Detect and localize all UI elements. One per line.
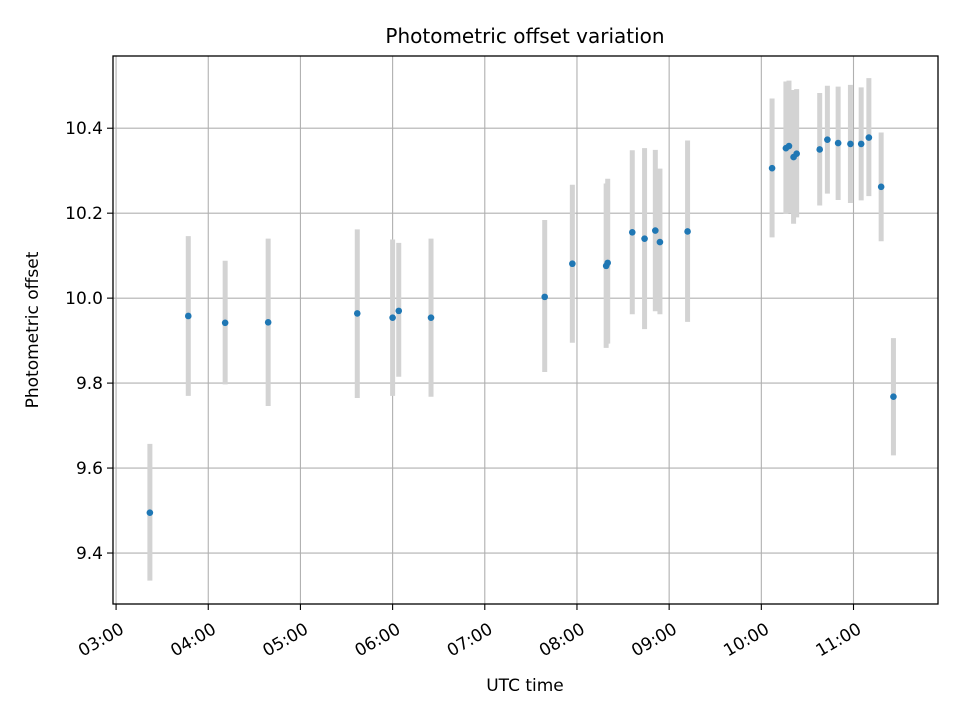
chart-title: Photometric offset variation [385,24,664,48]
data-point [652,227,659,234]
y-axis-label: Photometric offset [23,251,43,408]
data-point [427,314,435,321]
data-point [847,140,854,148]
data-point [541,293,549,301]
data-point [604,259,611,267]
y-tick-label: 10.4 [65,119,103,139]
data-point [656,238,664,246]
data-point [793,150,800,158]
y-tick-label: 9.8 [76,374,103,394]
data-point [816,146,824,153]
y-tick-label: 9.6 [76,459,103,479]
data-point [184,312,192,320]
data-point [569,260,576,268]
y-axis-ticks: 9.4 9.6 9.8 10.0 10.2 10.4 [65,119,113,564]
data-point [395,307,403,315]
plot-area-frame [112,55,939,605]
data-point [353,310,361,317]
y-tick-label: 9.4 [76,544,103,564]
data-point [857,140,865,148]
data-points [146,134,897,516]
data-point [146,509,154,516]
y-tick-label: 10.2 [65,204,103,224]
data-point [890,393,897,400]
grid-lines [113,56,938,604]
data-point [684,228,691,235]
y-tick-label: 10.0 [65,289,103,309]
data-point [834,139,842,147]
data-point [865,134,873,141]
data-point [221,319,229,327]
data-point [389,314,396,321]
data-point [877,183,885,191]
data-point [641,235,648,242]
data-point [264,319,272,326]
x-axis-label: UTC time [486,676,564,696]
data-point [628,228,636,236]
data-point [824,136,831,143]
data-point [768,164,776,172]
data-point [785,142,793,150]
